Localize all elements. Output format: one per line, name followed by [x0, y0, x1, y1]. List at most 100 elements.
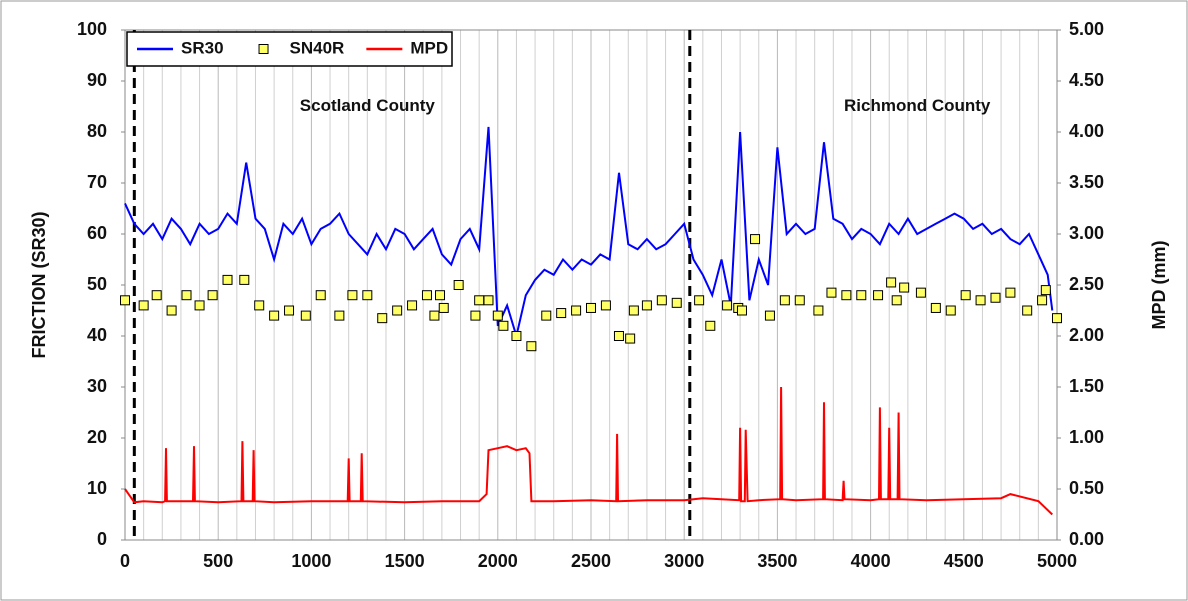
- scatter-marker: [813, 305, 824, 316]
- scatter-marker: [1022, 305, 1033, 316]
- scatter-marker: [764, 310, 775, 321]
- y-tick-label: 100: [77, 19, 107, 39]
- scatter-marker: [722, 300, 733, 311]
- x-tick-label: 500: [203, 551, 233, 571]
- annotation: Scotland County: [300, 96, 436, 115]
- scatter-marker: [392, 305, 403, 316]
- scatter-marker: [571, 305, 582, 316]
- scatter-marker: [856, 290, 867, 301]
- scatter-marker: [181, 290, 192, 301]
- scatter-marker: [315, 290, 326, 301]
- scatter-marker: [556, 308, 567, 319]
- scatter-marker: [915, 287, 926, 298]
- x-tick-label: 3500: [757, 551, 797, 571]
- scatter-marker: [362, 290, 373, 301]
- scatter-marker: [975, 295, 986, 306]
- y-tick-label: 0: [97, 529, 107, 549]
- y-tick-label: 70: [87, 172, 107, 192]
- y-tick-label: 20: [87, 427, 107, 447]
- y-tick-label: 10: [87, 478, 107, 498]
- x-tick-label: 5000: [1037, 551, 1077, 571]
- y2-tick-label: 2.00: [1069, 325, 1104, 345]
- x-tick-label: 4000: [851, 551, 891, 571]
- scatter-marker: [435, 290, 446, 301]
- scatter-marker: [269, 310, 280, 321]
- scatter-marker: [284, 305, 295, 316]
- scatter-marker: [641, 300, 652, 311]
- x-tick-label: 0: [120, 551, 130, 571]
- scatter-marker: [511, 331, 522, 341]
- legend-label: SR30: [181, 38, 224, 57]
- y-tick-label: 90: [87, 70, 107, 90]
- scatter-marker: [794, 295, 805, 306]
- y2-axis-title: MPD (mm): [1149, 240, 1169, 329]
- scatter-marker: [945, 305, 956, 316]
- scatter-marker: [930, 302, 941, 313]
- scatter-marker: [1052, 313, 1062, 324]
- scatter-marker: [873, 290, 884, 301]
- scatter-marker: [1037, 295, 1048, 306]
- scatter-marker: [628, 305, 639, 316]
- y2-tick-label: 0.00: [1069, 529, 1104, 549]
- scatter-marker: [656, 295, 667, 306]
- scatter-marker: [483, 295, 494, 306]
- legend-label: SN40R: [290, 38, 345, 57]
- series-line: [124, 386, 1053, 516]
- scatter-marker: [239, 274, 250, 285]
- scatter-marker: [600, 300, 611, 311]
- scatter-marker: [377, 313, 388, 324]
- scatter-marker: [334, 310, 345, 321]
- scatter-marker: [300, 310, 311, 321]
- scatter-marker: [1040, 285, 1051, 296]
- y-tick-label: 30: [87, 376, 107, 396]
- y2-tick-label: 5.00: [1069, 19, 1104, 39]
- scatter-marker: [254, 300, 265, 311]
- scatter-marker: [347, 290, 358, 301]
- y2-tick-label: 4.50: [1069, 70, 1104, 90]
- scatter-marker: [841, 290, 852, 301]
- y2-tick-label: 0.50: [1069, 478, 1104, 498]
- scatter-marker: [886, 277, 897, 288]
- scatter-marker: [526, 341, 537, 352]
- scatter-marker: [151, 290, 162, 301]
- scatter-marker: [120, 295, 130, 306]
- scatter-marker: [421, 290, 432, 301]
- scatter-marker: [613, 331, 624, 341]
- scatter-marker: [736, 305, 747, 316]
- y2-tick-label: 1.00: [1069, 427, 1104, 447]
- scatter-marker: [671, 297, 682, 308]
- scatter-marker: [474, 295, 485, 306]
- scatter-marker: [705, 320, 716, 331]
- x-tick-label: 2500: [571, 551, 611, 571]
- legend-swatch: [258, 44, 269, 54]
- series-line: [124, 126, 1054, 340]
- scatter-marker: [586, 302, 596, 313]
- y-tick-label: 50: [87, 274, 107, 294]
- scatter-marker: [207, 290, 218, 301]
- scatter-marker: [779, 295, 790, 306]
- scatter-marker: [453, 280, 464, 290]
- x-tick-label: 1000: [291, 551, 331, 571]
- scatter-marker: [222, 274, 233, 285]
- y2-tick-label: 3.50: [1069, 172, 1104, 192]
- y-axis-title: FRICTION (SR30): [29, 211, 49, 358]
- scatter-marker: [541, 310, 552, 321]
- y2-tick-label: 4.00: [1069, 121, 1104, 141]
- x-tick-label: 3000: [664, 551, 704, 571]
- x-tick-label: 2000: [478, 551, 518, 571]
- scatter-marker: [492, 310, 503, 321]
- scatter-marker: [470, 310, 481, 321]
- scatter-marker: [826, 287, 837, 298]
- scatter-marker: [750, 234, 761, 245]
- scatter-marker: [498, 320, 509, 331]
- scatter-marker: [891, 295, 902, 306]
- scatter-marker: [407, 300, 418, 311]
- scatter-marker: [138, 300, 149, 311]
- scatter-marker: [166, 305, 177, 316]
- y-tick-label: 80: [87, 121, 107, 141]
- y2-tick-label: 2.50: [1069, 274, 1104, 294]
- y2-tick-label: 3.00: [1069, 223, 1104, 243]
- annotation: Richmond County: [844, 96, 991, 115]
